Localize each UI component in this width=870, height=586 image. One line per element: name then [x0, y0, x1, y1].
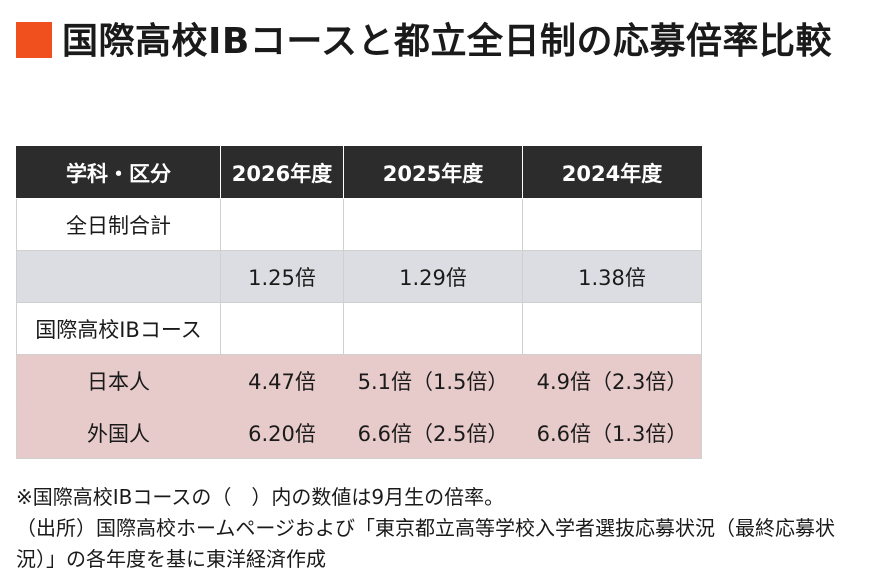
table-row-fulltime-total-label: 全日制合計 — [16, 198, 702, 251]
column-header-category: 学科・区分 — [16, 146, 221, 199]
table-cell: 1.25倍 — [220, 250, 344, 303]
table-cell: 全日制合計 — [16, 198, 221, 251]
table-row-japanese: 日本人 4.47倍 5.1倍（1.5倍） 4.9倍（2.3倍） — [16, 354, 702, 407]
table-cell — [522, 302, 702, 355]
table-header-row: 学科・区分 2026年度 2025年度 2024年度 — [16, 146, 702, 199]
table-cell: 5.1倍（1.5倍） — [343, 354, 523, 407]
table-row-fulltime-total-values: 1.25倍 1.29倍 1.38倍 — [16, 250, 702, 303]
article-heading: 国際高校IBコースと都立全日制の応募倍率比較 — [16, 18, 856, 66]
table-cell — [522, 198, 702, 251]
table-cell: 6.6倍（1.3倍） — [522, 406, 702, 459]
footnote-source: （出所）国際高校ホームページおよび「東京都立高等学校入学者選抜応募状況（最終応募… — [16, 516, 835, 571]
table-cell — [220, 302, 344, 355]
table-row-ib-course-label: 国際高校IBコース — [16, 302, 702, 355]
table-cell: 1.38倍 — [522, 250, 702, 303]
table-cell: 6.20倍 — [220, 406, 344, 459]
table-cell — [220, 198, 344, 251]
table-row-foreign: 外国人 6.20倍 6.6倍（2.5倍） 6.6倍（1.3倍） — [16, 406, 702, 459]
column-header-2025: 2025年度 — [343, 146, 523, 199]
column-header-2024: 2024年度 — [522, 146, 702, 199]
table-cell: 1.29倍 — [343, 250, 523, 303]
application-rate-table: 学科・区分 2026年度 2025年度 2024年度 全日制合計 1.25倍 1… — [16, 146, 702, 459]
orange-square-marker-icon — [16, 22, 52, 58]
column-header-2026: 2026年度 — [220, 146, 344, 199]
footnote-ib-september: ※国際高校IBコースの（ ）内の数値は9月生の倍率。 — [16, 485, 505, 509]
table-cell: 国際高校IBコース — [16, 302, 221, 355]
table-cell — [16, 250, 221, 303]
footnotes: ※国際高校IBコースの（ ）内の数値は9月生の倍率。 （出所）国際高校ホームペー… — [16, 482, 856, 575]
table-cell: 日本人 — [16, 354, 221, 407]
table-cell — [343, 302, 523, 355]
table-cell: 6.6倍（2.5倍） — [343, 406, 523, 459]
table-cell: 4.47倍 — [220, 354, 344, 407]
table-cell: 4.9倍（2.3倍） — [522, 354, 702, 407]
page-title: 国際高校IBコースと都立全日制の応募倍率比較 — [62, 21, 833, 62]
table-cell — [343, 198, 523, 251]
table-cell: 外国人 — [16, 406, 221, 459]
